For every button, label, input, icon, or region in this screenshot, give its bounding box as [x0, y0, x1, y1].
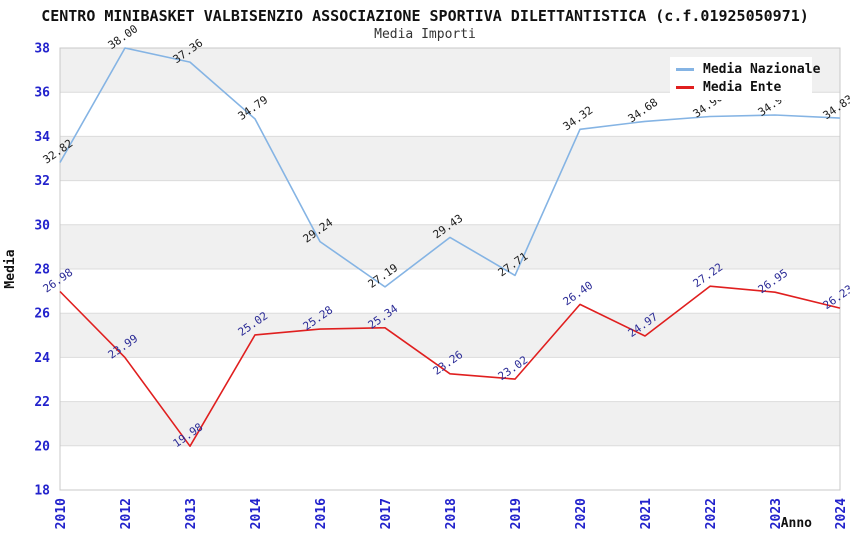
- x-tick-label: 2012: [119, 498, 134, 529]
- x-tick-label: 2019: [509, 498, 524, 529]
- legend: Media Nazionale Media Ente: [670, 57, 820, 100]
- series-line-media-nazionale: [59, 47, 841, 288]
- legend-label-nazionale: Media Nazionale: [703, 61, 821, 77]
- legend-line-swatch-ente: [676, 85, 694, 89]
- plot-band: [60, 401, 840, 446]
- x-axis-title: Anno: [781, 516, 812, 531]
- y-tick-label: 32: [34, 174, 50, 189]
- plot-border: [59, 47, 841, 491]
- x-tick-label: 2018: [444, 498, 459, 529]
- y-tick-label: 34: [34, 130, 50, 145]
- data-label: 26.40: [561, 279, 596, 309]
- x-tick-label: 2013: [184, 498, 199, 529]
- x-tick-label: 2024: [834, 498, 849, 529]
- data-label: 34.79: [236, 93, 271, 123]
- chart-subtitle: Media Importi: [374, 27, 476, 42]
- plot-band: [60, 313, 840, 358]
- plot-band: [60, 136, 840, 181]
- x-tick-label: 2020: [574, 498, 589, 529]
- legend-line-swatch-nazionale: [676, 67, 694, 71]
- y-tick-label: 38: [34, 42, 50, 57]
- y-tick-label: 20: [34, 439, 50, 454]
- x-tick-label: 2017: [379, 498, 394, 529]
- y-tick-label: 30: [34, 218, 50, 233]
- x-tick-label: 2016: [314, 498, 329, 529]
- y-tick-label: 26: [34, 307, 50, 322]
- x-tick-label: 2023: [769, 498, 784, 529]
- chart-title: CENTRO MINIBASKET VALBISENZIO ASSOCIAZIO…: [41, 7, 809, 25]
- x-tick-label: 2014: [249, 498, 264, 529]
- legend-label-ente: Media Ente: [703, 79, 782, 95]
- x-tick-label: 2021: [639, 498, 654, 529]
- y-tick-label: 18: [34, 484, 50, 499]
- y-axis-title: Media: [3, 249, 18, 288]
- y-tick-label: 22: [34, 395, 50, 410]
- legend-item-media-nazionale: Media Nazionale: [676, 60, 820, 78]
- y-tick-label: 28: [34, 263, 50, 278]
- x-tick-label: 2022: [704, 498, 719, 529]
- legend-item-media-ente: Media Ente: [676, 78, 806, 96]
- y-tick-label: 36: [34, 86, 50, 101]
- series-line-media-ente: [59, 285, 841, 448]
- x-tick-label: 2010: [54, 498, 69, 529]
- y-tick-label: 24: [34, 351, 50, 366]
- plot-band: [60, 224, 840, 269]
